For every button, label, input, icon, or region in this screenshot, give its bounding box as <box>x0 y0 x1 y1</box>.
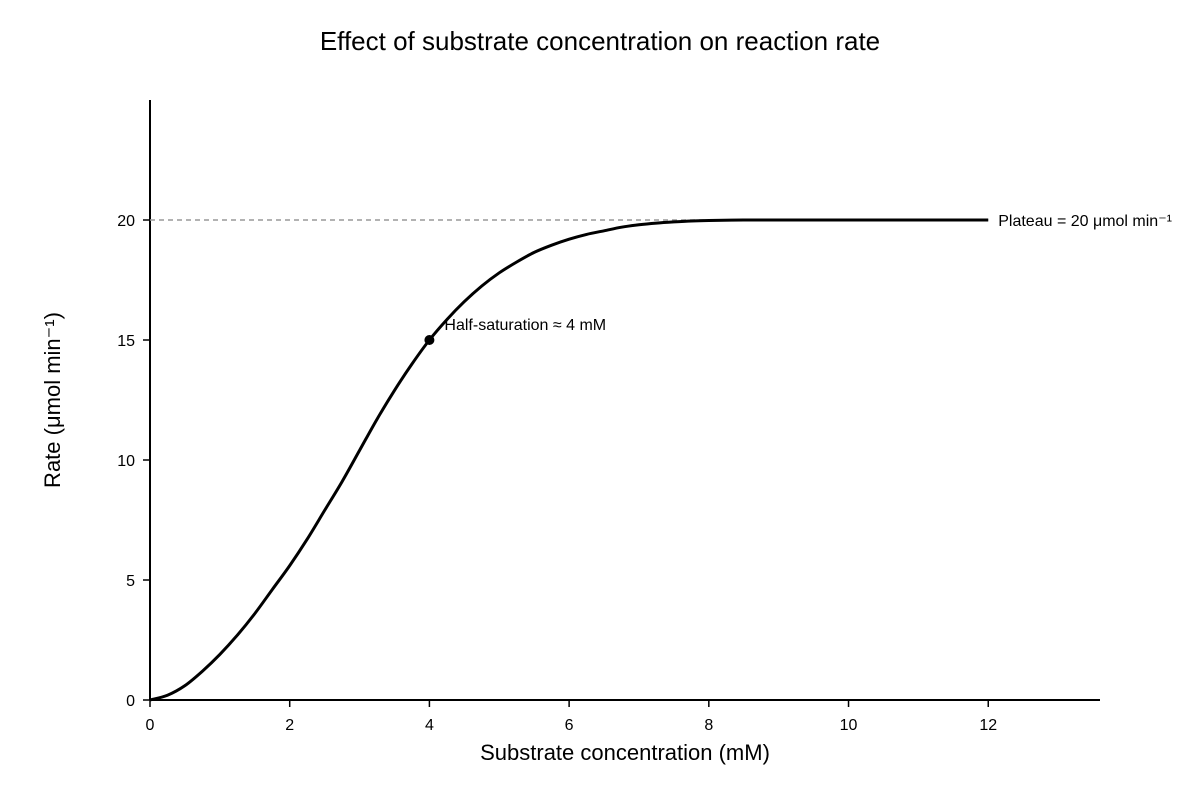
y-tick-label: 10 <box>117 453 135 470</box>
x-tick-label: 10 <box>840 717 858 734</box>
half-saturation-annotation: Half-saturation ≈ 4 mM <box>444 317 606 334</box>
x-axis-label: Substrate concentration (mM) <box>480 740 770 765</box>
x-tick-label: 2 <box>285 717 294 734</box>
rate-curve <box>149 218 989 702</box>
y-tick-label: 20 <box>117 213 135 230</box>
x-tick-label: 12 <box>979 717 997 734</box>
chart-title: Effect of substrate concentration on rea… <box>320 26 880 56</box>
plot-area: 0 2 4 6 8 10 12 0 5 10 15 20 Half-saturation ≈ 4 mM P… <box>117 100 1172 734</box>
x-tick-label: 0 <box>146 717 155 734</box>
y-tick-label: 15 <box>117 333 135 350</box>
x-tick-label: 4 <box>425 717 434 734</box>
plateau-annotation: Plateau = 20 μmol min⁻¹ <box>998 213 1172 230</box>
x-tick-label: 8 <box>704 717 713 734</box>
y-tick-label: 0 <box>126 693 135 710</box>
y-axis-label: Rate (μmol min⁻¹) <box>40 312 65 488</box>
half-saturation-point <box>424 335 435 345</box>
y-tick-label: 5 <box>126 573 135 590</box>
x-tick-label: 6 <box>565 717 574 734</box>
